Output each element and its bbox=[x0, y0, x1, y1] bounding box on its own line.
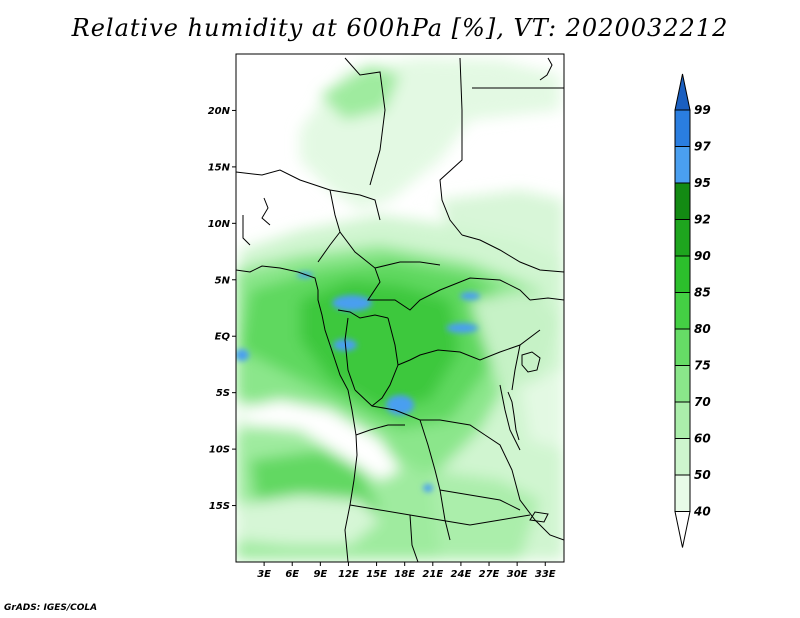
colorbar-label: 90 bbox=[694, 249, 711, 263]
lon-tick-label: 15E bbox=[366, 569, 387, 580]
colorbar-box bbox=[674, 146, 691, 184]
colorbar-label: 80 bbox=[694, 322, 711, 336]
lon-tick-label: 12E bbox=[338, 569, 359, 580]
colorbar-label: 85 bbox=[694, 286, 711, 300]
lat-tick-label: 10S bbox=[209, 445, 230, 456]
lat-tick-label: 20N bbox=[208, 106, 231, 117]
lat-tick-label: 15S bbox=[209, 501, 230, 512]
colorbar-label: 97 bbox=[694, 140, 711, 154]
lat-tick-label: 5N bbox=[215, 275, 231, 286]
lat-tick-label: EQ bbox=[215, 332, 231, 343]
colorbar-box bbox=[674, 474, 691, 512]
colorbar-box bbox=[674, 365, 691, 403]
country-borders bbox=[236, 57, 564, 562]
lat-tick-label: 10N bbox=[208, 219, 231, 230]
colorbar-label: 40 bbox=[693, 505, 711, 519]
chart-title: Relative humidity at 600hPa [%], VT: 202… bbox=[71, 14, 729, 42]
lon-tick-label: 24E bbox=[451, 569, 472, 580]
colorbar-label: 50 bbox=[694, 468, 711, 482]
lon-tick-label: 21E bbox=[422, 569, 443, 580]
lon-tick-label: 27E bbox=[479, 569, 500, 580]
colorbar-label: 99 bbox=[694, 103, 711, 117]
colorbar-box bbox=[674, 438, 691, 476]
lon-tick-label: 18E bbox=[394, 569, 415, 580]
colorbar-lower-extension bbox=[674, 511, 691, 548]
lat-tick-label: 5S bbox=[216, 388, 230, 399]
colorbar-label: 70 bbox=[694, 395, 711, 409]
colorbar-label: 75 bbox=[694, 359, 711, 373]
colorbar-box bbox=[674, 401, 691, 439]
map-frame bbox=[235, 53, 565, 563]
latitude-axis: 20N 15N 10N 5N EQ 5S 10S 15S bbox=[208, 106, 236, 512]
lon-tick-label: 30E bbox=[507, 569, 528, 580]
lon-tick-label: 9E bbox=[313, 569, 327, 580]
lon-tick-label: 33E bbox=[535, 569, 556, 580]
colorbar-box bbox=[674, 255, 691, 293]
lon-tick-label: 3E bbox=[257, 569, 271, 580]
colorbar-label: 92 bbox=[694, 213, 711, 227]
longitude-axis: 3E 6E 9E 12E 15E 18E 21E 24E 27E 30E 33E bbox=[257, 562, 556, 580]
colorbar-box bbox=[674, 219, 691, 257]
humidity-field bbox=[236, 54, 564, 562]
colorbar: 40 50 60 70 75 80 85 90 92 95 97 99 bbox=[674, 73, 711, 548]
colorbar-label: 95 bbox=[694, 176, 711, 190]
colorbar-box bbox=[674, 328, 691, 366]
colorbar-label: 60 bbox=[694, 432, 711, 446]
credit-text: GrADS: IGES/COLA bbox=[4, 603, 98, 613]
colorbar-upper-extension bbox=[674, 73, 691, 111]
lat-tick-label: 15N bbox=[208, 162, 231, 173]
colorbar-box bbox=[674, 292, 691, 330]
colorbar-box bbox=[674, 182, 691, 220]
lon-tick-label: 6E bbox=[285, 569, 299, 580]
colorbar-box bbox=[674, 109, 691, 147]
